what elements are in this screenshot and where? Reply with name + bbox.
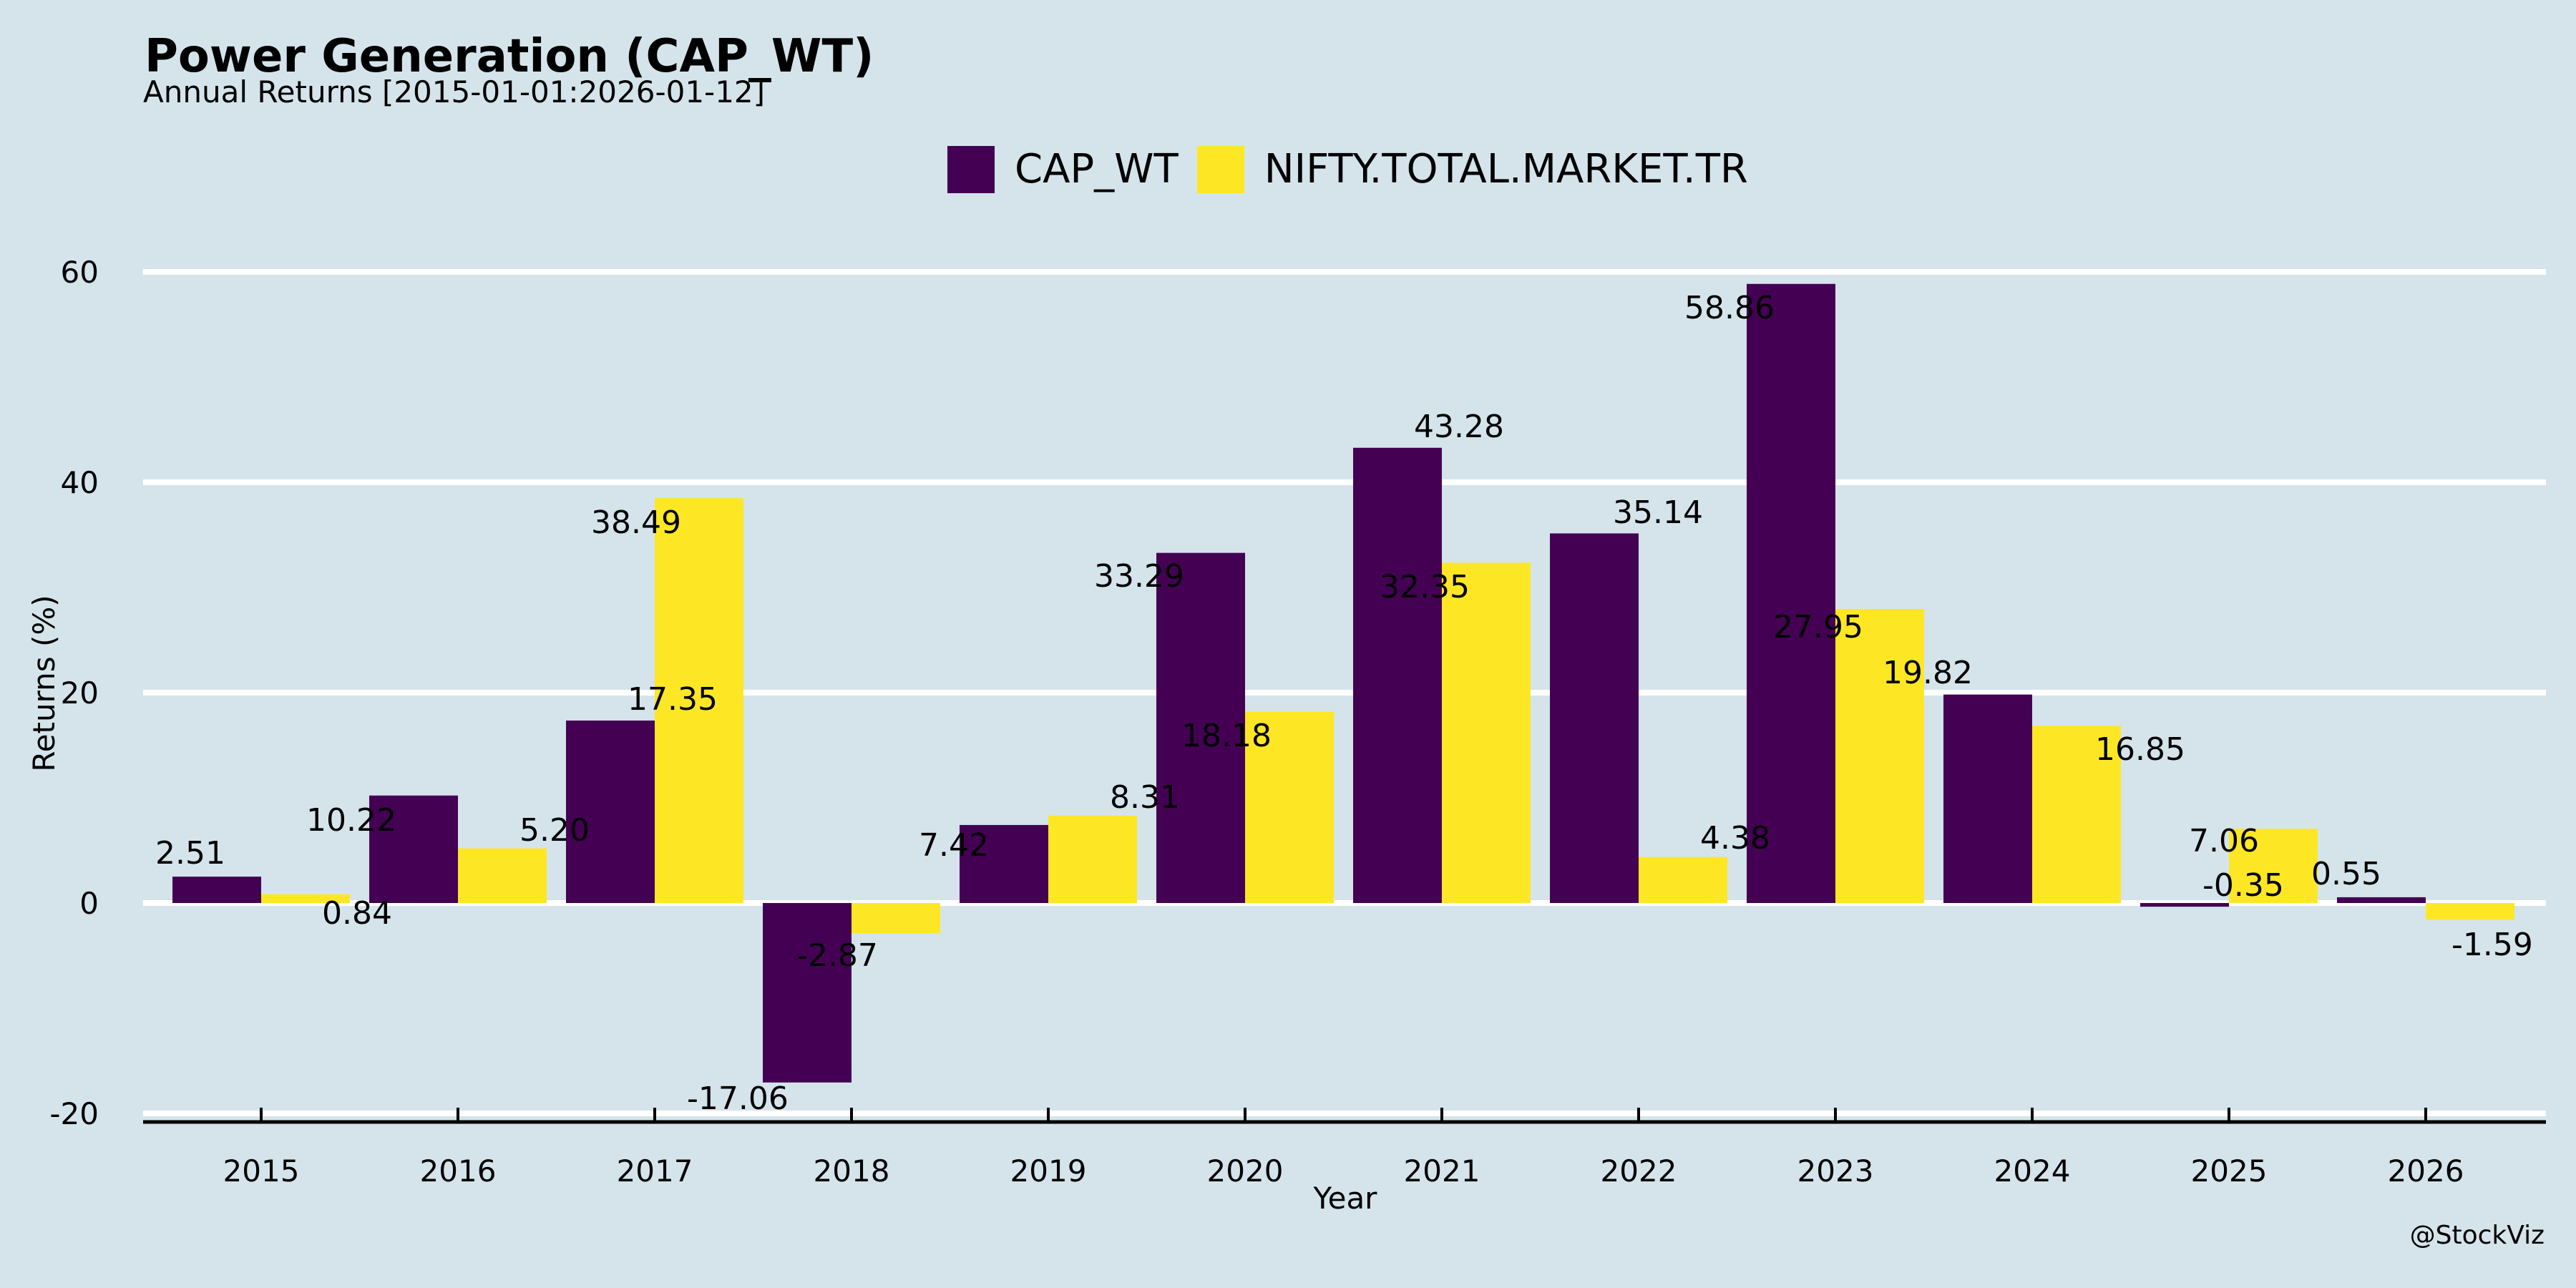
bar-nifty [852,903,940,934]
data-label-nifty: 4.38 [1700,820,1770,857]
legend: CAP_WT NIFTY.TOTAL.MARKET.TR [947,146,1767,193]
watermark: @StockViz [2409,1221,2545,1250]
axes: -20 0 20 40 60 2015 2016 2017 2018 2019 2020 2021 20… [49,255,2546,1189]
y-tick-label: 40 [61,465,99,500]
data-label-nifty: -1.59 [2451,927,2533,963]
x-tick-label: 2025 [2191,1153,2268,1189]
data-label-cap-wt: 7.42 [919,827,989,864]
x-tick-label: 2023 [1797,1153,1874,1189]
data-label-cap-wt: 0.55 [2311,856,2381,892]
chart-title: Power Generation (CAP_WT) [145,30,874,83]
x-tick-label: 2020 [1207,1153,1284,1189]
bar-cap-wt [1550,533,1639,903]
data-label-nifty: 38.49 [591,504,681,541]
bar-cap-wt [1747,283,1835,903]
data-label-nifty: 32.35 [1380,569,1470,605]
y-tick-label: 20 [61,675,99,711]
bar-nifty [458,848,547,903]
bar-cap-wt [369,795,458,903]
legend-label-cap-wt: CAP_WT [1015,146,1179,192]
data-label-nifty: -2.87 [796,937,878,974]
bars [172,283,2514,1083]
data-label-nifty: 5.20 [519,812,590,849]
y-tick-label: -20 [49,1096,99,1131]
bar-nifty [1639,857,1727,903]
x-tick-label: 2015 [223,1153,300,1189]
bar-cap-wt [172,877,261,903]
data-label-cap-wt: 43.28 [1414,409,1504,445]
bar-cap-wt [2140,903,2229,907]
data-label-nifty: 7.06 [2189,823,2259,859]
bar-cap-wt [566,720,655,903]
data-label-cap-wt: 17.35 [628,681,718,718]
x-tick-label: 2021 [1404,1153,1480,1189]
data-label-cap-wt: 2.51 [155,835,225,872]
bar-nifty [2426,903,2514,920]
bar-nifty [1835,609,1924,903]
bar-cap-wt [2337,897,2426,903]
legend-swatch-cap-wt [947,146,995,193]
data-label-cap-wt: -0.35 [2202,867,2284,904]
data-labels: 2.51 10.22 17.35 -17.06 7.42 33.29 43.28 35.14 5… [155,290,2533,1117]
x-axis-label: Year [1313,1181,1378,1216]
y-axis-label: Returns (%) [26,595,62,771]
data-label-nifty: 8.31 [1110,779,1180,816]
bar-cap-wt [1943,694,2032,903]
legend-label-nifty: NIFTY.TOTAL.MARKET.TR [1264,146,1748,192]
bar-nifty [2032,726,2121,903]
x-tick-label: 2026 [2388,1153,2464,1189]
data-label-cap-wt: 19.82 [1883,655,1973,691]
bar-nifty [655,498,743,903]
bar-nifty [1442,562,1531,903]
bar-nifty [1048,815,1137,903]
bar-nifty [261,894,350,903]
data-label-cap-wt: -17.06 [687,1080,789,1117]
bar-cap-wt [763,903,852,1083]
data-label-nifty: 16.85 [2095,731,2185,768]
bar-cap-wt [1156,552,1245,903]
data-label-cap-wt: 33.29 [1094,558,1184,595]
y-tick-label: 0 [79,886,99,921]
x-tick-label: 2017 [617,1153,693,1189]
data-label-cap-wt: 10.22 [306,802,396,839]
x-tick-label: 2018 [814,1153,890,1189]
gridlines [143,269,2546,1116]
bar-cap-wt [1353,447,1442,903]
x-tick-label: 2019 [1010,1153,1087,1189]
bar-nifty [2229,829,2318,903]
chart-subtitle: Annual Returns [2015-01-01:2026-01-12] [143,74,766,109]
x-tick-label: 2022 [1601,1153,1677,1189]
data-label-cap-wt: 35.14 [1613,494,1703,531]
y-tick-label: 60 [61,255,99,290]
legend-swatch-nifty [1196,146,1244,193]
x-tick-label: 2016 [420,1153,497,1189]
bar-cap-wt [960,824,1048,903]
data-label-nifty: 27.95 [1773,609,1863,645]
data-label-nifty: 0.84 [322,895,392,932]
data-label-nifty: 18.18 [1181,718,1272,754]
x-tick-label: 2024 [1994,1153,2071,1189]
bar-nifty [1245,711,1334,903]
data-label-cap-wt: 58.86 [1684,290,1775,326]
